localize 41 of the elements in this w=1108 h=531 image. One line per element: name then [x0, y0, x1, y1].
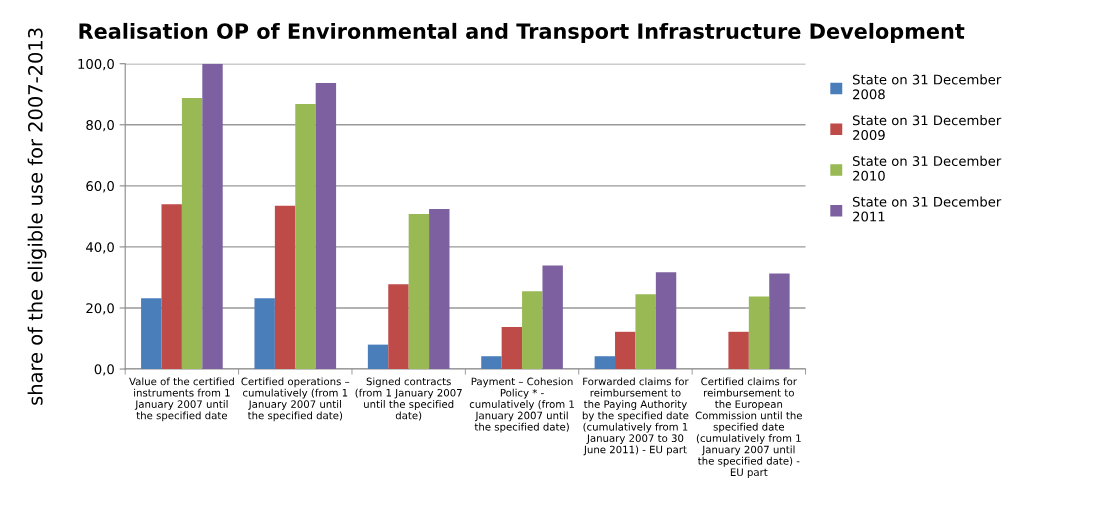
- bar: [635, 294, 656, 370]
- legend-label: State on 31 December 2009: [852, 115, 1002, 141]
- bar: [748, 296, 770, 370]
- bar: [615, 331, 636, 370]
- bar: [274, 205, 296, 370]
- y-tick-label: 60,0: [86, 181, 114, 193]
- bar: [522, 291, 543, 370]
- bar: [594, 356, 616, 370]
- bar: [728, 331, 749, 370]
- x-tick-label: Value of the certified instruments from 1 January 2007 until the specified date: [129, 377, 234, 422]
- bar: [181, 97, 203, 370]
- bar: [429, 209, 450, 370]
- legend-label: State on 31 December 2008: [852, 74, 1002, 100]
- bar: [542, 265, 563, 370]
- bar: [254, 298, 275, 370]
- x-tick-label: Forwarded claims for reimbursement to the Paying Authority by the specified date (cumulatively from 1 January 2007 to 30 June 2011) - EU part: [582, 377, 689, 456]
- y-tick-label: 80,0: [86, 120, 114, 132]
- category-label: Certified claims for reimbursement to the European Commission until the specified date (cumulatively from 1 January 2007 until the specified date) - EU part: [695, 377, 802, 479]
- bar: [367, 344, 389, 370]
- y-tick-label: 0,0: [94, 364, 114, 376]
- bar: [501, 326, 523, 370]
- bar: [141, 298, 162, 370]
- bar: [315, 82, 337, 370]
- bar: [202, 63, 223, 370]
- y-tick-label: 100,0: [78, 58, 114, 71]
- bar: [388, 284, 409, 370]
- y-tick-label: 20,0: [86, 303, 114, 315]
- x-tick-label: Signed contracts (from 1 January 2007 until the specified date): [355, 377, 462, 421]
- chart-title: Realisation OP of Environmental and Transport Infrastructure Development: [79, 22, 965, 44]
- bar: [769, 273, 790, 370]
- bar: [161, 204, 182, 370]
- bar: [295, 104, 316, 370]
- x-tick-label: Payment – Cohesion Policy * - cumulatively (from 1 January 2007 until the specified date): [469, 377, 574, 433]
- y-axis-title: share of the eligible use for 2007-2013: [27, 28, 47, 405]
- legend-label: State on 31 December 2011: [852, 196, 1002, 222]
- bar: [655, 272, 677, 370]
- bar: [481, 356, 502, 370]
- legend-label: State on 31 December 2010: [852, 155, 1002, 181]
- y-tick-label: 40,0: [86, 242, 114, 254]
- bar: [408, 213, 430, 370]
- x-tick-label: Certified operations – cumulatively (from 1 January 2007 until the specified date): [241, 377, 350, 422]
